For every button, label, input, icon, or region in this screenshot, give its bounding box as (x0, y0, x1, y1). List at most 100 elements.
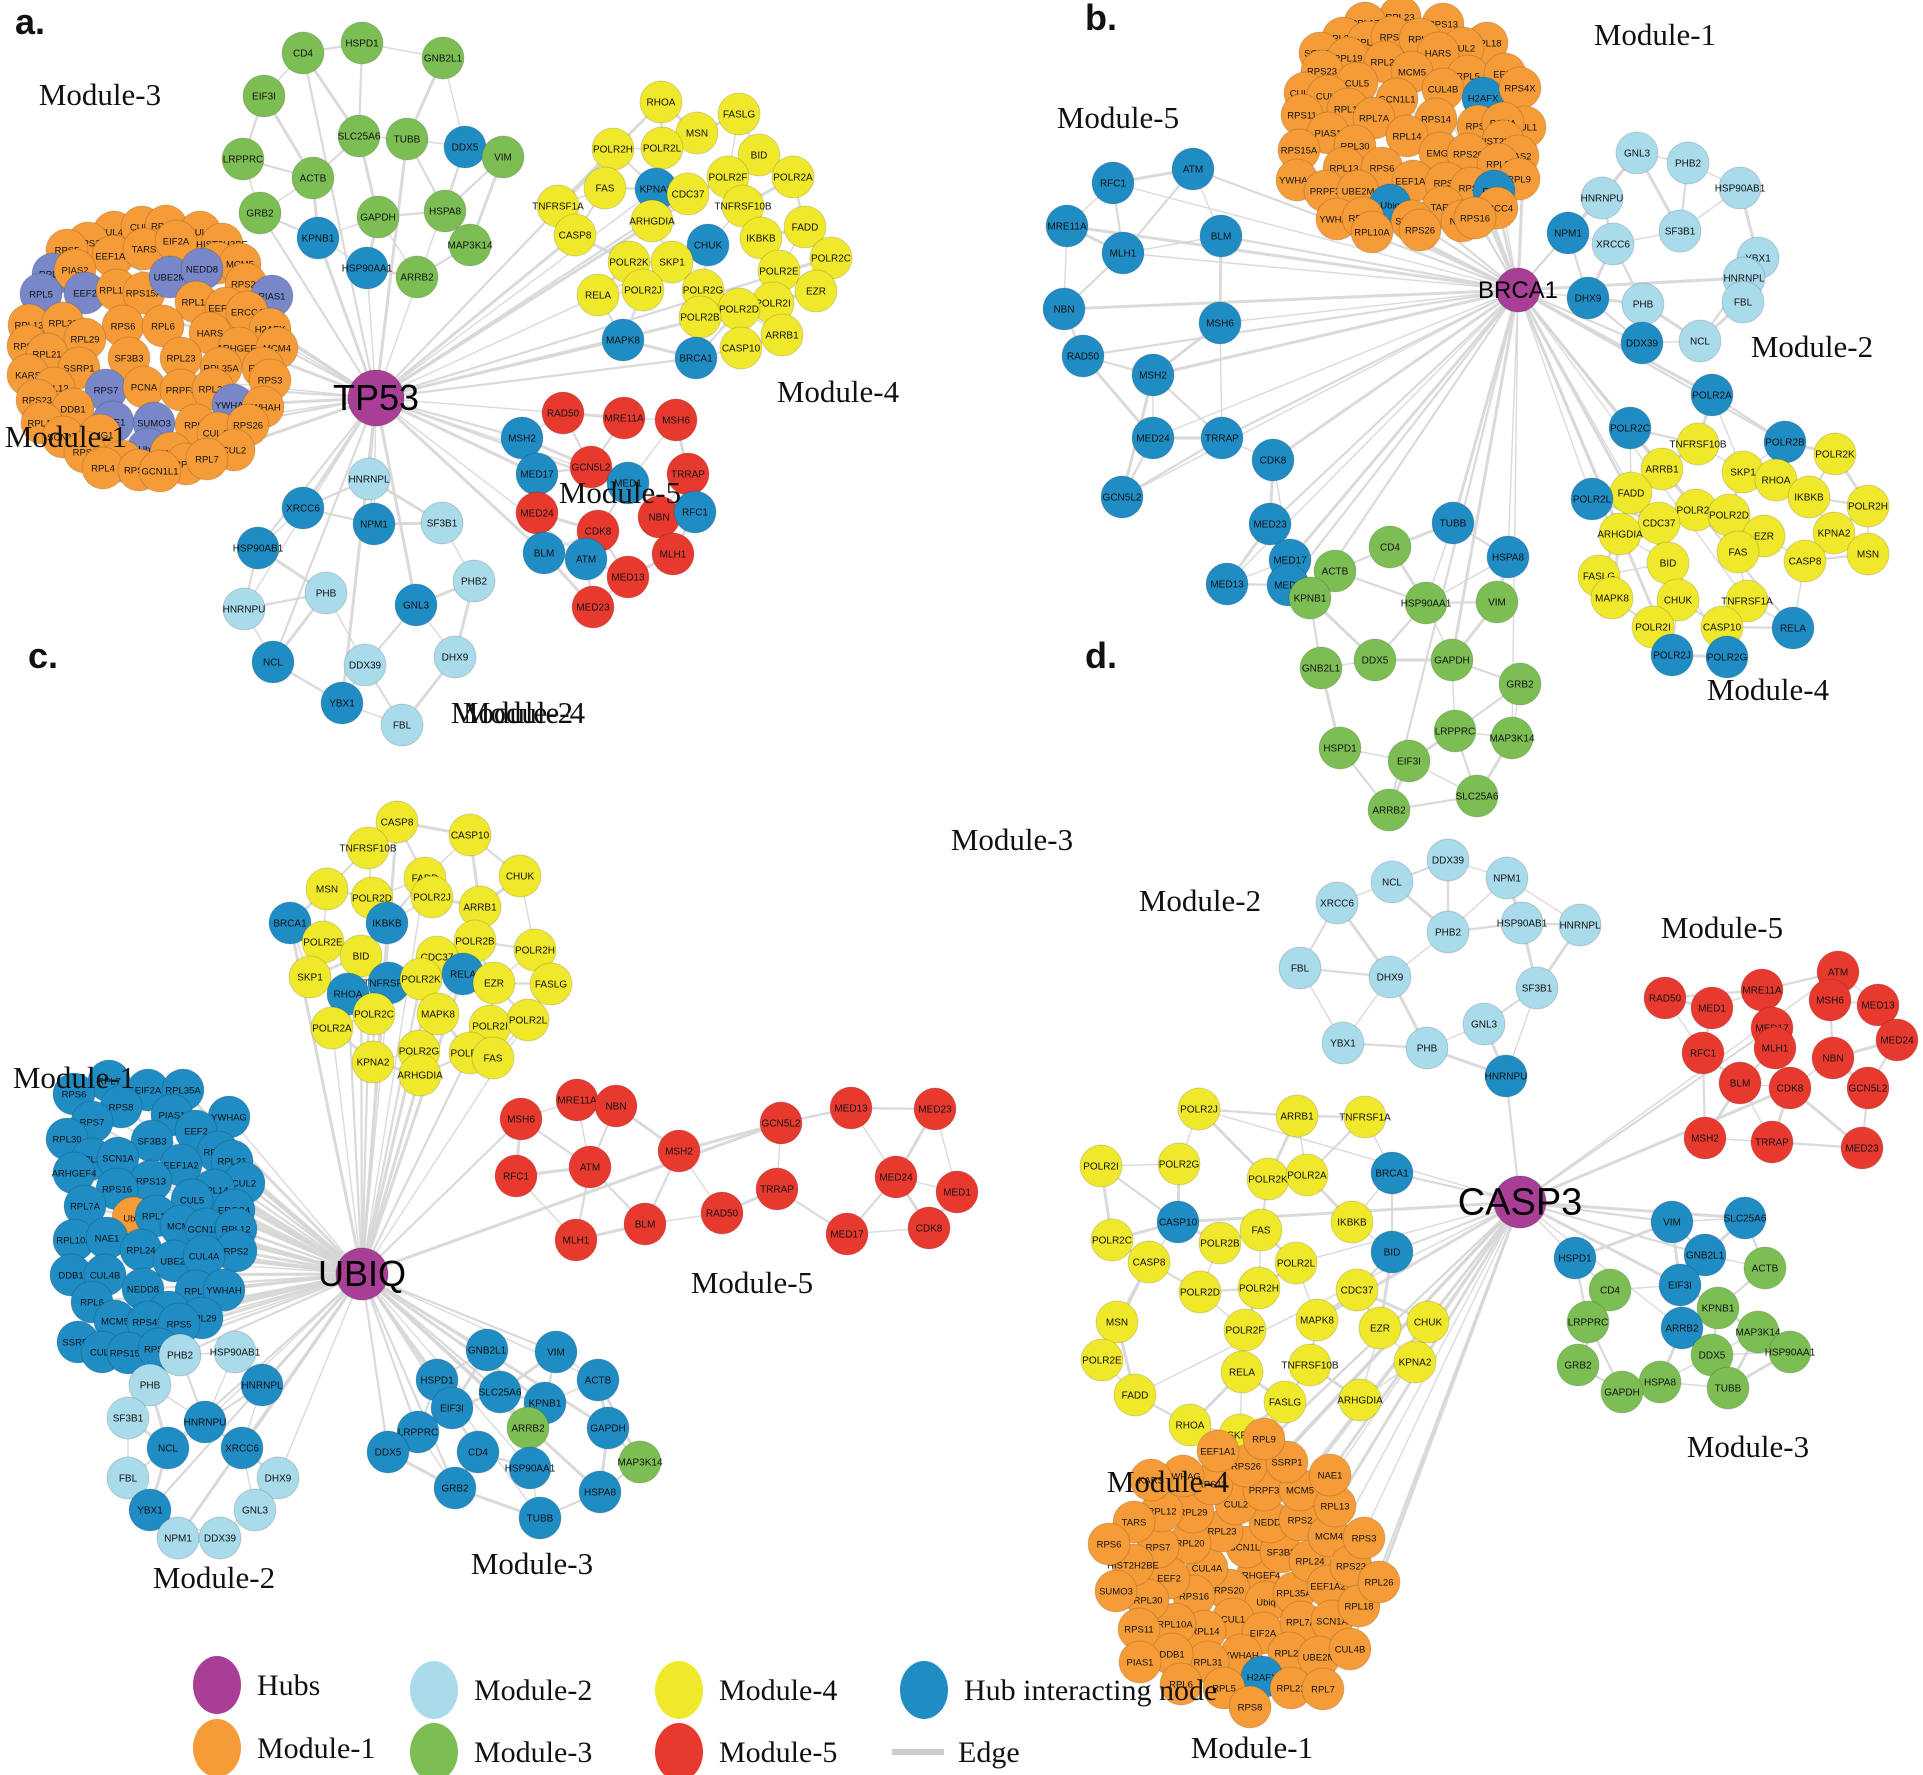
node-polr2l (506, 998, 550, 1042)
node-label: EZR (1754, 532, 1774, 543)
node-label: NBN (648, 513, 669, 524)
node-nbn (1042, 287, 1086, 331)
node-label: HSP90AB1 (1497, 919, 1548, 930)
node-fas (583, 166, 627, 210)
node-hspa8 (578, 1470, 622, 1514)
node-label: SUMO3 (1099, 1587, 1133, 1598)
node-chuk (1656, 578, 1700, 622)
node-polr2g (1157, 1142, 1201, 1186)
node-msh6 (1198, 301, 1242, 345)
node-label: MED13 (1861, 1001, 1895, 1012)
node-ddx5 (1353, 638, 1397, 682)
node-label: RHOA (1762, 476, 1791, 487)
node-label: EZR (806, 287, 826, 298)
node-label: POLR2I (1083, 1162, 1119, 1173)
node-rpl26 (1357, 1560, 1401, 1604)
node-label: HARS (197, 329, 223, 340)
node-eif3i (430, 1386, 474, 1430)
node-label: POLR2J (624, 286, 662, 297)
node-label: MAP3K14 (1735, 1328, 1780, 1339)
node-polr2k (1813, 432, 1857, 476)
node-npm1 (352, 502, 396, 546)
node-label: XRCC6 (1596, 240, 1630, 251)
node-label: RPS2 (224, 1247, 249, 1258)
node-label: RPL35A (203, 364, 239, 375)
node-fadd (1113, 1373, 1157, 1417)
node-med1 (1690, 986, 1734, 1030)
node-label: RAD50 (547, 409, 580, 420)
node-mlh1 (554, 1218, 598, 1262)
node-label: LRPPRC (223, 155, 264, 166)
node-atm (568, 1145, 612, 1189)
node-cd4 (1588, 1268, 1632, 1312)
node-label: CDK8 (916, 1224, 943, 1235)
node-hsp90aa1 (345, 246, 389, 290)
node-dhx9 (1368, 955, 1412, 999)
node-label: RPS13 (1428, 20, 1458, 31)
hub-brca1 (1495, 267, 1541, 313)
node-polr2h (1846, 484, 1890, 528)
module-label: Module-1 (1191, 1730, 1313, 1765)
node-label: IKBKB (1794, 493, 1824, 504)
node-label: SKP1 (1227, 1431, 1253, 1442)
node-ddx39 (1426, 838, 1470, 882)
node-label: RPS7 (1146, 1543, 1171, 1554)
node-label: HNRNPU (1581, 194, 1624, 205)
node-mapk8 (1590, 576, 1634, 620)
node-rpl7 (1301, 1667, 1345, 1711)
node-label: RPL9 (1507, 175, 1531, 186)
node-ezr (472, 961, 516, 1005)
node-cd4 (456, 1430, 500, 1474)
node-label: RPL14 (199, 1186, 228, 1197)
node-label: RPL7 (97, 1077, 121, 1088)
node-label: HSP90AB1 (233, 544, 284, 555)
node-ybx1 (320, 681, 364, 725)
node-label: MCM4 (263, 344, 291, 355)
node-label: HNRNPL (1723, 274, 1765, 285)
node-arhgdia (630, 199, 674, 243)
node-label: BRCA1 (679, 354, 713, 365)
node-label: ARRB1 (765, 331, 799, 342)
node-label: VIM (1663, 1218, 1681, 1229)
node-label: HNRNPL (241, 1381, 283, 1392)
node-grb2 (238, 191, 282, 235)
node-ncl (251, 640, 295, 684)
node-casp8 (553, 213, 597, 257)
legend-label: Module-2 (474, 1674, 592, 1707)
node-label: CUL2 (222, 446, 246, 457)
node-label: CUL5 (1345, 79, 1369, 90)
node-hnrnpl (347, 457, 391, 501)
node-label: PHB (1417, 1044, 1438, 1055)
node-label: RPS20 (144, 1345, 174, 1356)
node-label: RPL3 (174, 460, 198, 471)
node-kpna2 (1393, 1340, 1437, 1384)
node-label: RPS6 (62, 1090, 87, 1101)
node-polr2d (1178, 1270, 1222, 1314)
node-label: GNB2L1 (424, 54, 463, 65)
node-kpnb1 (1696, 1286, 1740, 1330)
node-kpna2 (1812, 511, 1856, 555)
node-label: YBX1 (1745, 254, 1771, 265)
node-xrcc6 (220, 1426, 264, 1470)
node-label: CDC37 (1341, 1286, 1374, 1297)
node-msh2 (1131, 353, 1175, 397)
node-label: FADD (792, 223, 819, 234)
node-label: FBL (393, 721, 412, 732)
node-label: HNRNPL (348, 475, 390, 486)
node-label: PIAS2 (1505, 152, 1532, 163)
node-label: CDC37 (672, 190, 705, 201)
node-label: RPS3 (1352, 1534, 1377, 1545)
node-label: SF3B3 (1266, 1548, 1295, 1559)
node-label: POLR2L (1277, 1259, 1316, 1270)
node-label: POLR2F (1226, 1326, 1265, 1337)
node-label: SCN1A (102, 1154, 134, 1165)
node-ikbkb (739, 216, 783, 260)
node-polr2g (1705, 635, 1749, 679)
node-label: RPL10A (1354, 228, 1390, 239)
node-hsp90aa1 (508, 1446, 552, 1490)
node-dhx9 (433, 635, 477, 679)
node-label: RFC1 (1690, 1049, 1717, 1060)
node-label: ARRB1 (463, 903, 497, 914)
node-label: CUL5 (180, 1196, 204, 1207)
node-ikbkb (1330, 1200, 1374, 1244)
